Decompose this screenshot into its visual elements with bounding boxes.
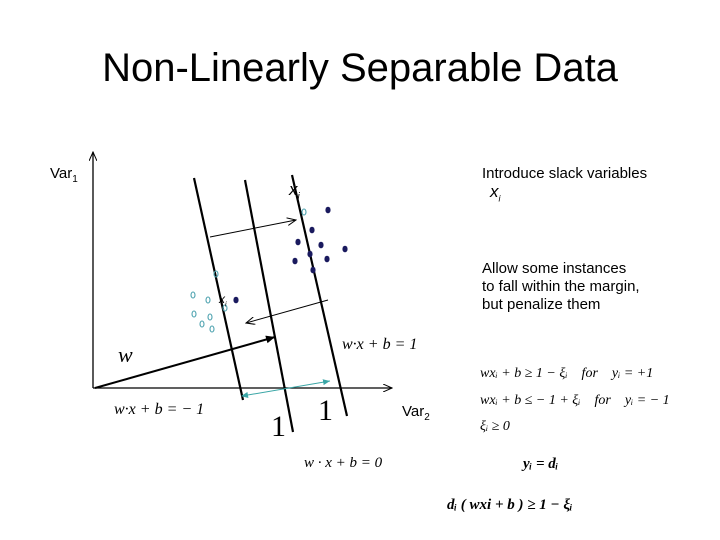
positive-point [233, 296, 239, 304]
positive-point [342, 245, 348, 253]
positive-point [295, 238, 301, 246]
constraint-line-2: wxᵢ + b ≤ − 1 + ξᵢ for yᵢ = − 1 [480, 393, 670, 408]
negative-point [213, 270, 219, 278]
constraint-line-1: wxᵢ + b ≥ 1 − ξᵢ for yᵢ = +1 [480, 366, 654, 381]
negative-point [207, 313, 213, 321]
margin-left-label: 1 [271, 410, 286, 443]
xi-label-top: xi [289, 180, 300, 203]
positive-point [325, 206, 331, 214]
x-axis-label: Var2 [402, 403, 430, 423]
negative-point [209, 325, 215, 333]
positive-point [307, 250, 313, 258]
margin-right-label: 1 [318, 394, 333, 427]
negative-point [190, 291, 196, 299]
weight-vector [94, 335, 276, 389]
slack-arrow-bottom [246, 299, 329, 323]
negative-point [205, 296, 211, 304]
positive-point [324, 255, 330, 263]
positive-point [292, 257, 298, 265]
negative-point [199, 320, 205, 328]
upper-margin-plane [290, 174, 349, 417]
slack-intro-note: Introduce slack variables xi [482, 165, 648, 204]
positive-point [309, 226, 315, 234]
negative-point [222, 304, 228, 312]
slack-symbol: xi [490, 182, 501, 204]
page-title: Non-Linearly Separable Data [102, 46, 618, 90]
constraint-line-3: ξᵢ ≥ 0 [480, 419, 510, 434]
positive-point [310, 266, 316, 274]
weight-label: w [118, 342, 133, 367]
label-equality: yᵢ = dᵢ [523, 456, 559, 472]
positive-points [233, 206, 348, 304]
upper-plane-equation: w·x + b = 1 [342, 336, 418, 353]
y-axis-label: Var1 [50, 165, 78, 185]
xi-label-small: xi [219, 292, 227, 309]
lower-plane-equation: w·x + b = − 1 [114, 401, 205, 418]
margin-arrow [241, 379, 331, 398]
allow-note: Allow some instances to fall within the … [482, 260, 640, 313]
final-constraint: dᵢ ( wxi + b ) ≥ 1 − ξᵢ [447, 497, 573, 513]
negative-point [301, 208, 307, 216]
negative-points [190, 208, 307, 333]
positive-point [318, 241, 324, 249]
negative-point [191, 310, 197, 318]
lower-margin-plane [192, 177, 245, 401]
decision-plane-equation: w · x + b = 0 [304, 455, 383, 471]
slack-arrow-top [209, 220, 296, 238]
